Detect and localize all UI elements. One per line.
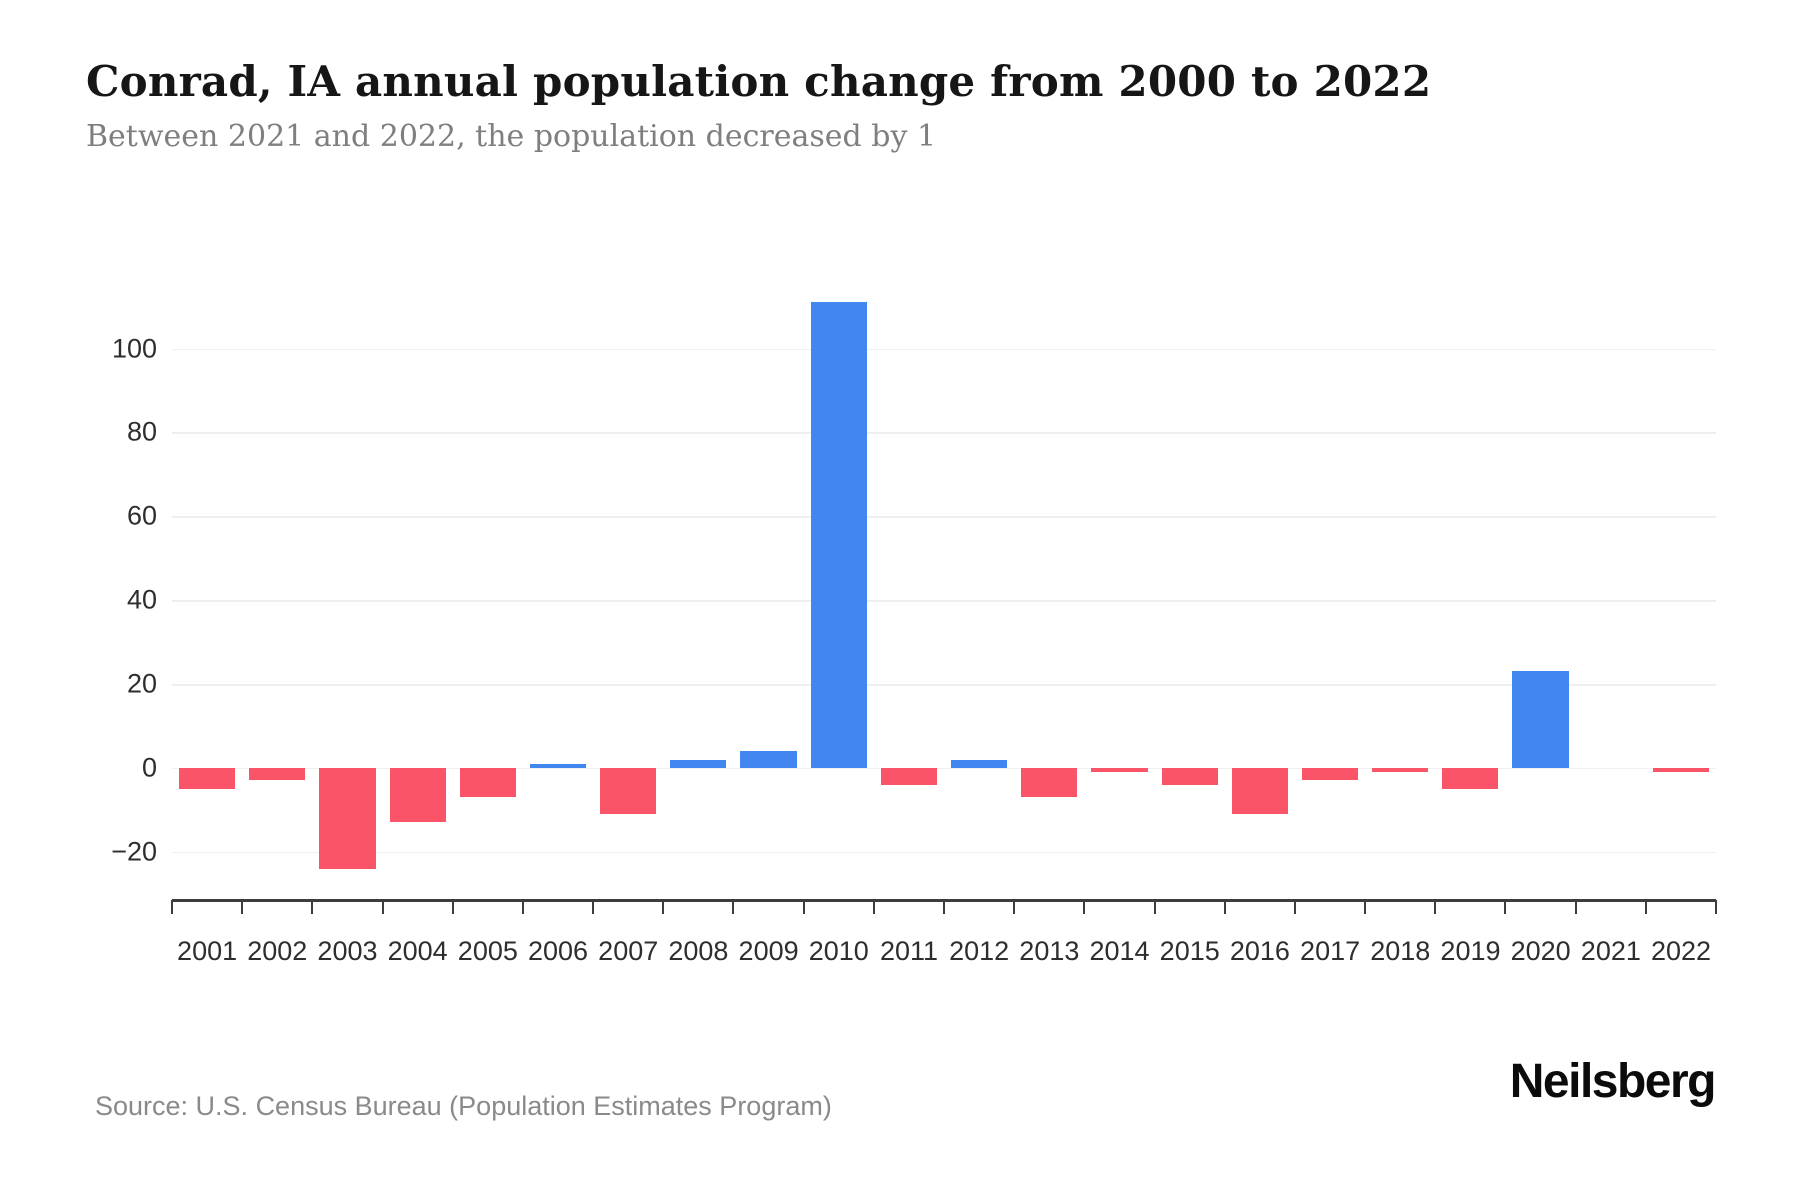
x-tick-label-2018: 2018 [1370, 936, 1431, 966]
x-axis-tick [1434, 900, 1437, 914]
bar-2012[interactable] [951, 759, 1008, 768]
source-note: Source: U.S. Census Bureau (Population E… [95, 1091, 832, 1121]
x-axis-tick [943, 900, 945, 914]
bar-2013[interactable] [1021, 767, 1078, 798]
gridline-80 [172, 432, 1716, 434]
x-tick-label-2017: 2017 [1300, 936, 1361, 966]
plot-area [171, 250, 1717, 914]
x-axis-tick [171, 900, 173, 914]
x-axis-tick [1504, 900, 1507, 914]
x-tick-label-2014: 2014 [1089, 936, 1150, 966]
y-tick-label-20: 20 [126, 668, 157, 699]
x-axis-tick [1364, 900, 1367, 914]
x-tick-label-2009: 2009 [738, 936, 799, 966]
bar-2016[interactable] [1231, 767, 1288, 815]
bar-2022[interactable] [1652, 767, 1709, 773]
x-axis-tick [802, 900, 805, 914]
gridline-20 [172, 684, 1716, 686]
bar-2010[interactable] [810, 302, 867, 768]
x-axis-tick [872, 900, 875, 914]
x-axis-tick [1644, 900, 1647, 914]
x-axis-tick [451, 900, 454, 914]
x-tick-label-2015: 2015 [1159, 936, 1220, 966]
x-tick-label-2022: 2022 [1650, 936, 1712, 966]
bar-2006[interactable] [529, 763, 587, 768]
x-axis-tick [1715, 900, 1717, 914]
bar-2011[interactable] [880, 767, 937, 785]
x-axis-tick [381, 900, 384, 914]
x-tick-label-2007: 2007 [598, 936, 659, 966]
x-tick-label-2021: 2021 [1580, 936, 1641, 966]
bar-2015[interactable] [1161, 767, 1218, 785]
x-tick-label-2010: 2010 [808, 936, 869, 966]
x-tick-label-2016: 2016 [1229, 936, 1290, 966]
x-tick-label-2002: 2002 [247, 936, 308, 966]
bar-2003[interactable] [319, 767, 376, 869]
y-tick-label-40: 40 [126, 584, 157, 615]
bar-2018[interactable] [1372, 767, 1429, 773]
neilsberg-logo[interactable]: Neilsberg [1509, 1055, 1717, 1108]
bar-2019[interactable] [1442, 767, 1499, 789]
bar-2017[interactable] [1301, 767, 1359, 781]
gridline-60 [172, 516, 1716, 518]
y-tick-label-100: 100 [111, 333, 157, 364]
x-tick-label-2003: 2003 [317, 936, 378, 966]
x-axis-labels: 2001 2002 2003 2004 2005 2006 2007 2008 2009 2010… [172, 938, 1716, 965]
x-axis-tick [1153, 900, 1156, 914]
gridline-100 [172, 348, 1716, 351]
x-tick-label-2001: 2001 [177, 936, 238, 966]
gridline-0 [172, 767, 1716, 770]
bar-2008[interactable] [670, 759, 727, 768]
bar-2009[interactable] [740, 751, 797, 768]
x-tick-label-2013: 2013 [1019, 936, 1080, 966]
x-axis-tick [311, 900, 314, 914]
x-tick-label-2005: 2005 [457, 936, 518, 966]
x-axis-tick [241, 900, 244, 914]
gridline--20 [172, 851, 1716, 854]
gridline-40 [172, 600, 1716, 602]
x-tick-label-2008: 2008 [668, 936, 729, 966]
x-axis-tick [732, 900, 735, 914]
x-tick-label-2012: 2012 [949, 936, 1010, 966]
x-axis-tick [1223, 900, 1226, 914]
x-tick-label-2020: 2020 [1510, 936, 1571, 966]
bar-2002[interactable] [249, 767, 306, 781]
x-tick-label-2011: 2011 [879, 936, 938, 966]
x-axis-tick [1293, 900, 1296, 914]
bar-2005[interactable] [459, 767, 516, 798]
x-tick-label-2019: 2019 [1440, 936, 1501, 966]
x-axis-tick [521, 900, 524, 914]
y-tick-label--20: −20 [111, 836, 157, 867]
bar-2001[interactable] [179, 767, 236, 789]
y-axis: −20 0 20 40 60 80 100 [0, 250, 157, 900]
x-axis-tick [1574, 900, 1577, 914]
bar-2014[interactable] [1091, 767, 1148, 773]
y-tick-label-60: 60 [126, 500, 157, 531]
page-title: Conrad, IA annual population change from… [86, 57, 1432, 106]
x-axis-tick [1013, 900, 1016, 914]
bar-2020[interactable] [1512, 671, 1569, 768]
bar-2007[interactable] [600, 767, 657, 815]
x-axis-tick [662, 900, 665, 914]
x-tick-label-2004: 2004 [387, 936, 448, 966]
x-axis-tick [592, 900, 595, 914]
y-tick-label-0: 0 [141, 752, 157, 783]
page-subtitle: Between 2021 and 2022, the population de… [86, 119, 937, 154]
y-tick-label-80: 80 [126, 416, 157, 447]
x-axis-tick [1083, 900, 1086, 914]
bar-2004[interactable] [389, 767, 446, 823]
x-tick-label-2006: 2006 [527, 936, 589, 966]
